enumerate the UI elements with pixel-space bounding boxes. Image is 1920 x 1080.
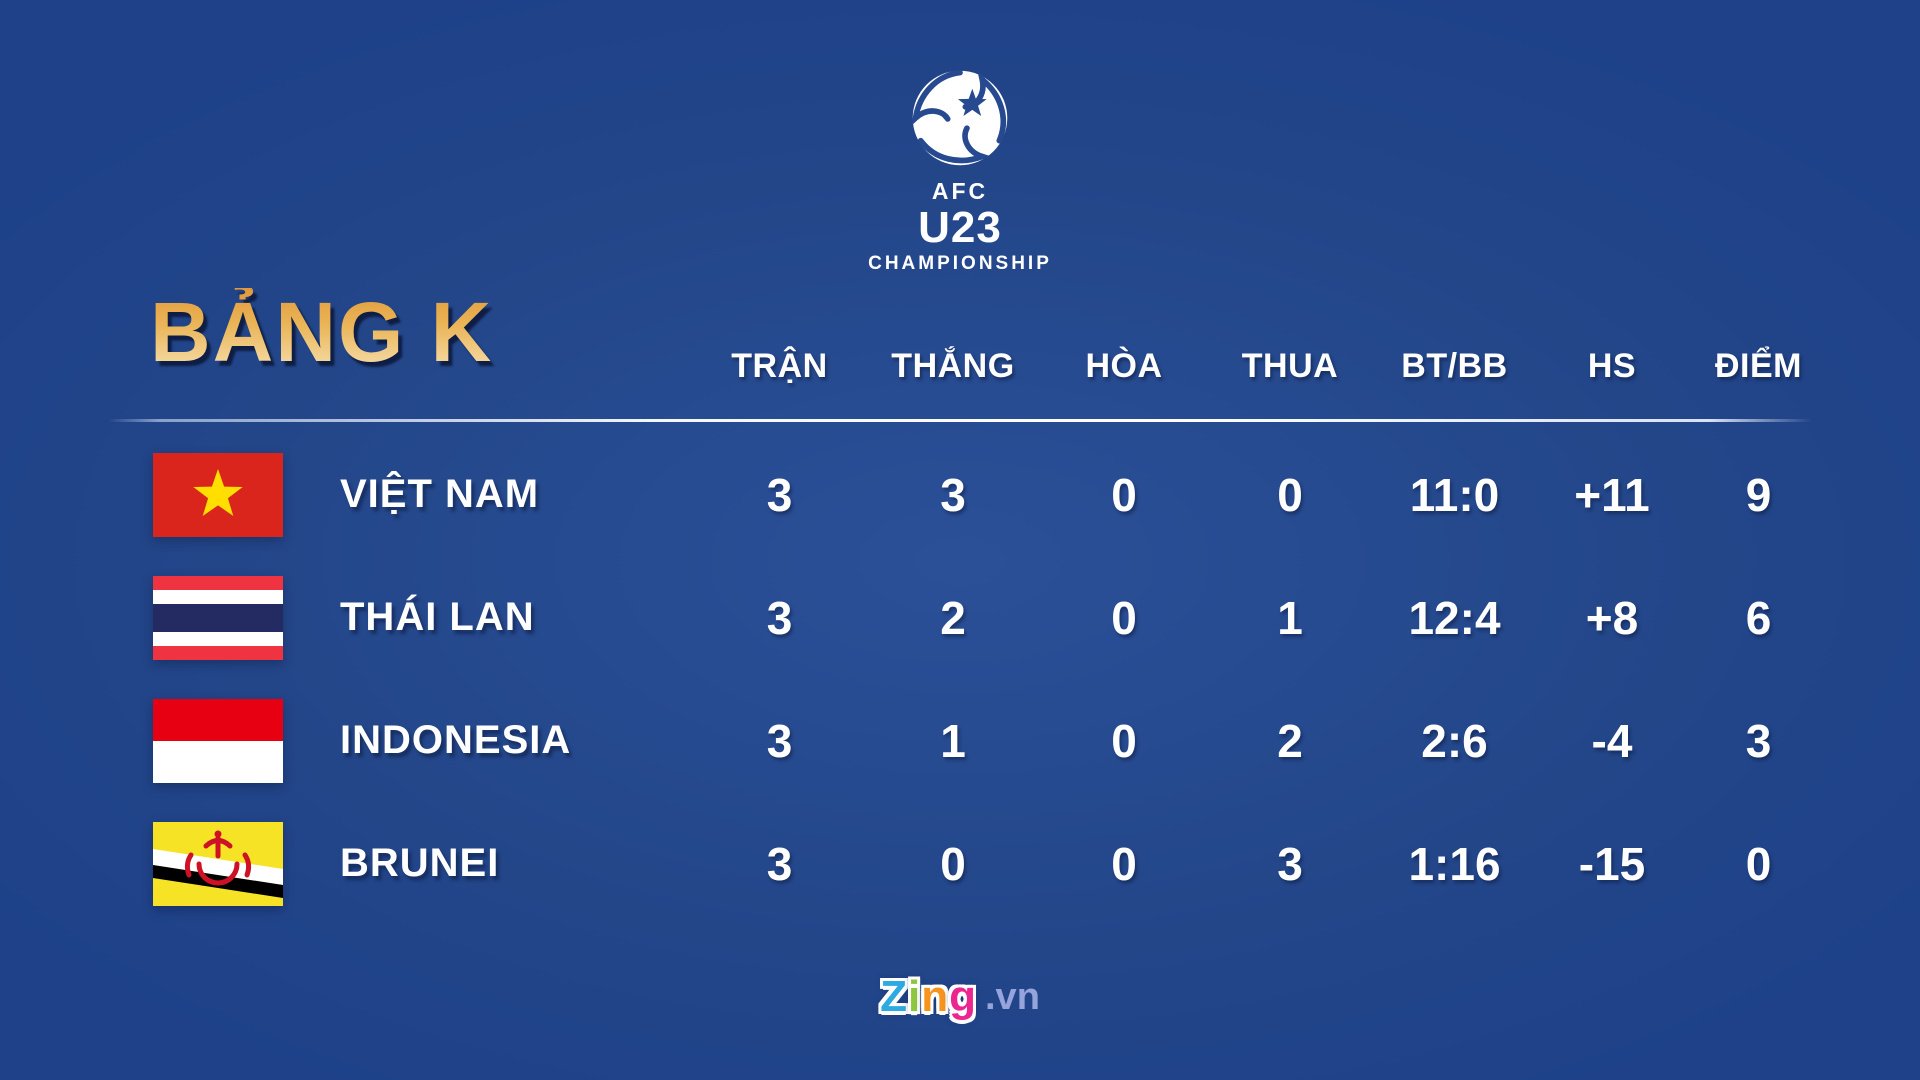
- team-cell: BRUNEI: [150, 821, 693, 906]
- vietnam-flag-icon: [153, 452, 283, 537]
- table-row: BRUNEI 3 0 0 3 1:16 -15 0: [150, 802, 1830, 925]
- group-title: BẢNG K: [150, 285, 494, 379]
- team-name: INDONESIA: [340, 718, 572, 762]
- played-cell: 3: [766, 591, 793, 644]
- lost-cell: 3: [1277, 837, 1303, 890]
- drawn-cell: 0: [1111, 591, 1137, 644]
- played-cell: 3: [766, 837, 793, 890]
- star-icon: [957, 88, 987, 117]
- points-cell: 6: [1745, 591, 1772, 644]
- lost-cell: 2: [1277, 714, 1303, 767]
- played-cell: 3: [766, 468, 793, 521]
- drawn-cell: 0: [1111, 837, 1137, 890]
- lost-cell: 1: [1277, 591, 1303, 644]
- header-cell-won: THẮNG: [891, 346, 1015, 385]
- header-cell-played: TRẬN: [731, 346, 828, 385]
- goal-diff-cell: -15: [1578, 837, 1646, 890]
- zing-letter-i: i: [907, 972, 922, 1021]
- won-cell: 3: [940, 468, 966, 521]
- zing-letter-z: Z: [880, 972, 908, 1021]
- played-cell: 3: [766, 714, 793, 767]
- team-name: BRUNEI: [340, 841, 500, 885]
- goal-diff-cell: +11: [1574, 468, 1650, 521]
- header-cell-goal-diff: HS: [1587, 346, 1637, 385]
- points-cell: 3: [1745, 714, 1772, 767]
- afc-label: AFC: [931, 178, 989, 204]
- indonesia-flag-icon: [153, 698, 283, 783]
- lost-cell: 0: [1277, 468, 1303, 521]
- points-cell: 9: [1745, 468, 1772, 521]
- team-name: THÁI LAN: [340, 595, 535, 639]
- soccer-ball-icon: [911, 69, 1012, 170]
- header-cell-drawn: HÒA: [1085, 346, 1163, 385]
- goal-diff-cell: -4: [1591, 714, 1633, 767]
- header-cell-goals: BT/BB: [1401, 346, 1508, 385]
- team-name: VIỆT NAM: [340, 472, 540, 516]
- header-cell-points: ĐIỂM: [1715, 346, 1802, 385]
- points-cell: 0: [1745, 837, 1772, 890]
- table-row: VIỆT NAM 3 3 0 0 11:0 +11 9: [150, 433, 1830, 556]
- won-cell: 1: [940, 714, 966, 767]
- goals-cell: 12:4: [1408, 591, 1501, 644]
- goal-diff-cell: +8: [1585, 591, 1639, 644]
- won-cell: 0: [940, 837, 966, 890]
- championship-label: CHAMPIONSHIP: [868, 253, 1052, 274]
- table-header-row: TRẬN THẮNG HÒA THUA BT/BB HS ĐIỂM: [150, 338, 1830, 394]
- drawn-cell: 0: [1111, 468, 1137, 521]
- goals-cell: 11:0: [1409, 468, 1500, 521]
- drawn-cell: 0: [1111, 714, 1137, 767]
- table-row: THÁI LAN 3 2 0 1 12:4 +8 6: [150, 556, 1830, 679]
- zing-letter-n: n: [921, 972, 950, 1021]
- thailand-flag-icon: [153, 575, 283, 660]
- team-cell: THÁI LAN: [150, 575, 693, 660]
- brunei-flag-icon: [153, 821, 283, 906]
- goals-cell: 1:16: [1408, 837, 1501, 890]
- zing-wordmark: Zing: [880, 972, 977, 1022]
- zing-vn-label: .vn: [985, 976, 1040, 1018]
- won-cell: 2: [940, 591, 966, 644]
- header-cell-lost: THUA: [1241, 346, 1339, 385]
- zing-letter-g: g: [949, 972, 977, 1021]
- team-cell: VIỆT NAM: [150, 452, 693, 537]
- afc-u23-logo: AFC U23 CHAMPIONSHIP: [0, 66, 1920, 275]
- divider-line: [108, 419, 1812, 422]
- goals-cell: 2:6: [1421, 714, 1488, 767]
- u23-label: U23: [918, 203, 1002, 252]
- team-cell: INDONESIA: [150, 698, 693, 783]
- zing-logo: Zing .vn: [0, 972, 1920, 1022]
- table-row: INDONESIA 3 1 0 2 2:6 -4 3: [150, 679, 1830, 802]
